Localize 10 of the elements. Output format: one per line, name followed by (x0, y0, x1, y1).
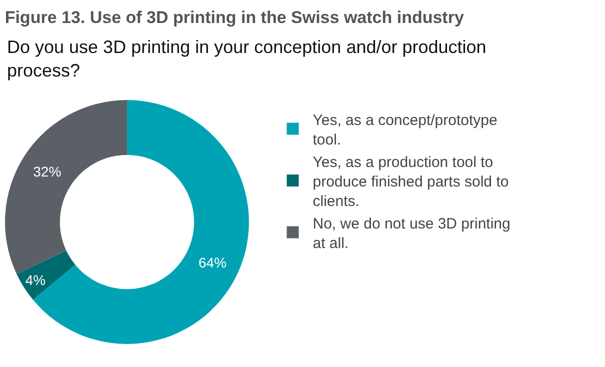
chart-subtitle: Do you use 3D printing in your conception and/or production process? (7, 37, 486, 80)
data-label: 64% (198, 254, 227, 270)
data-label: 32% (33, 163, 62, 180)
donut-slice (16, 250, 76, 300)
chart-title: Figure 13. Use of 3D printing in the Swiss watch industry (4, 8, 464, 27)
legend-label: No, we do not use 3D printing at all. (312, 215, 510, 252)
legend-label: Yes, as a concept/prototype tool. (312, 112, 498, 148)
donut-slice (5, 100, 127, 274)
legend-label: Yes, as a production tool to produce finished parts sold to clients. (312, 154, 509, 210)
data-label: 4% (25, 272, 46, 288)
